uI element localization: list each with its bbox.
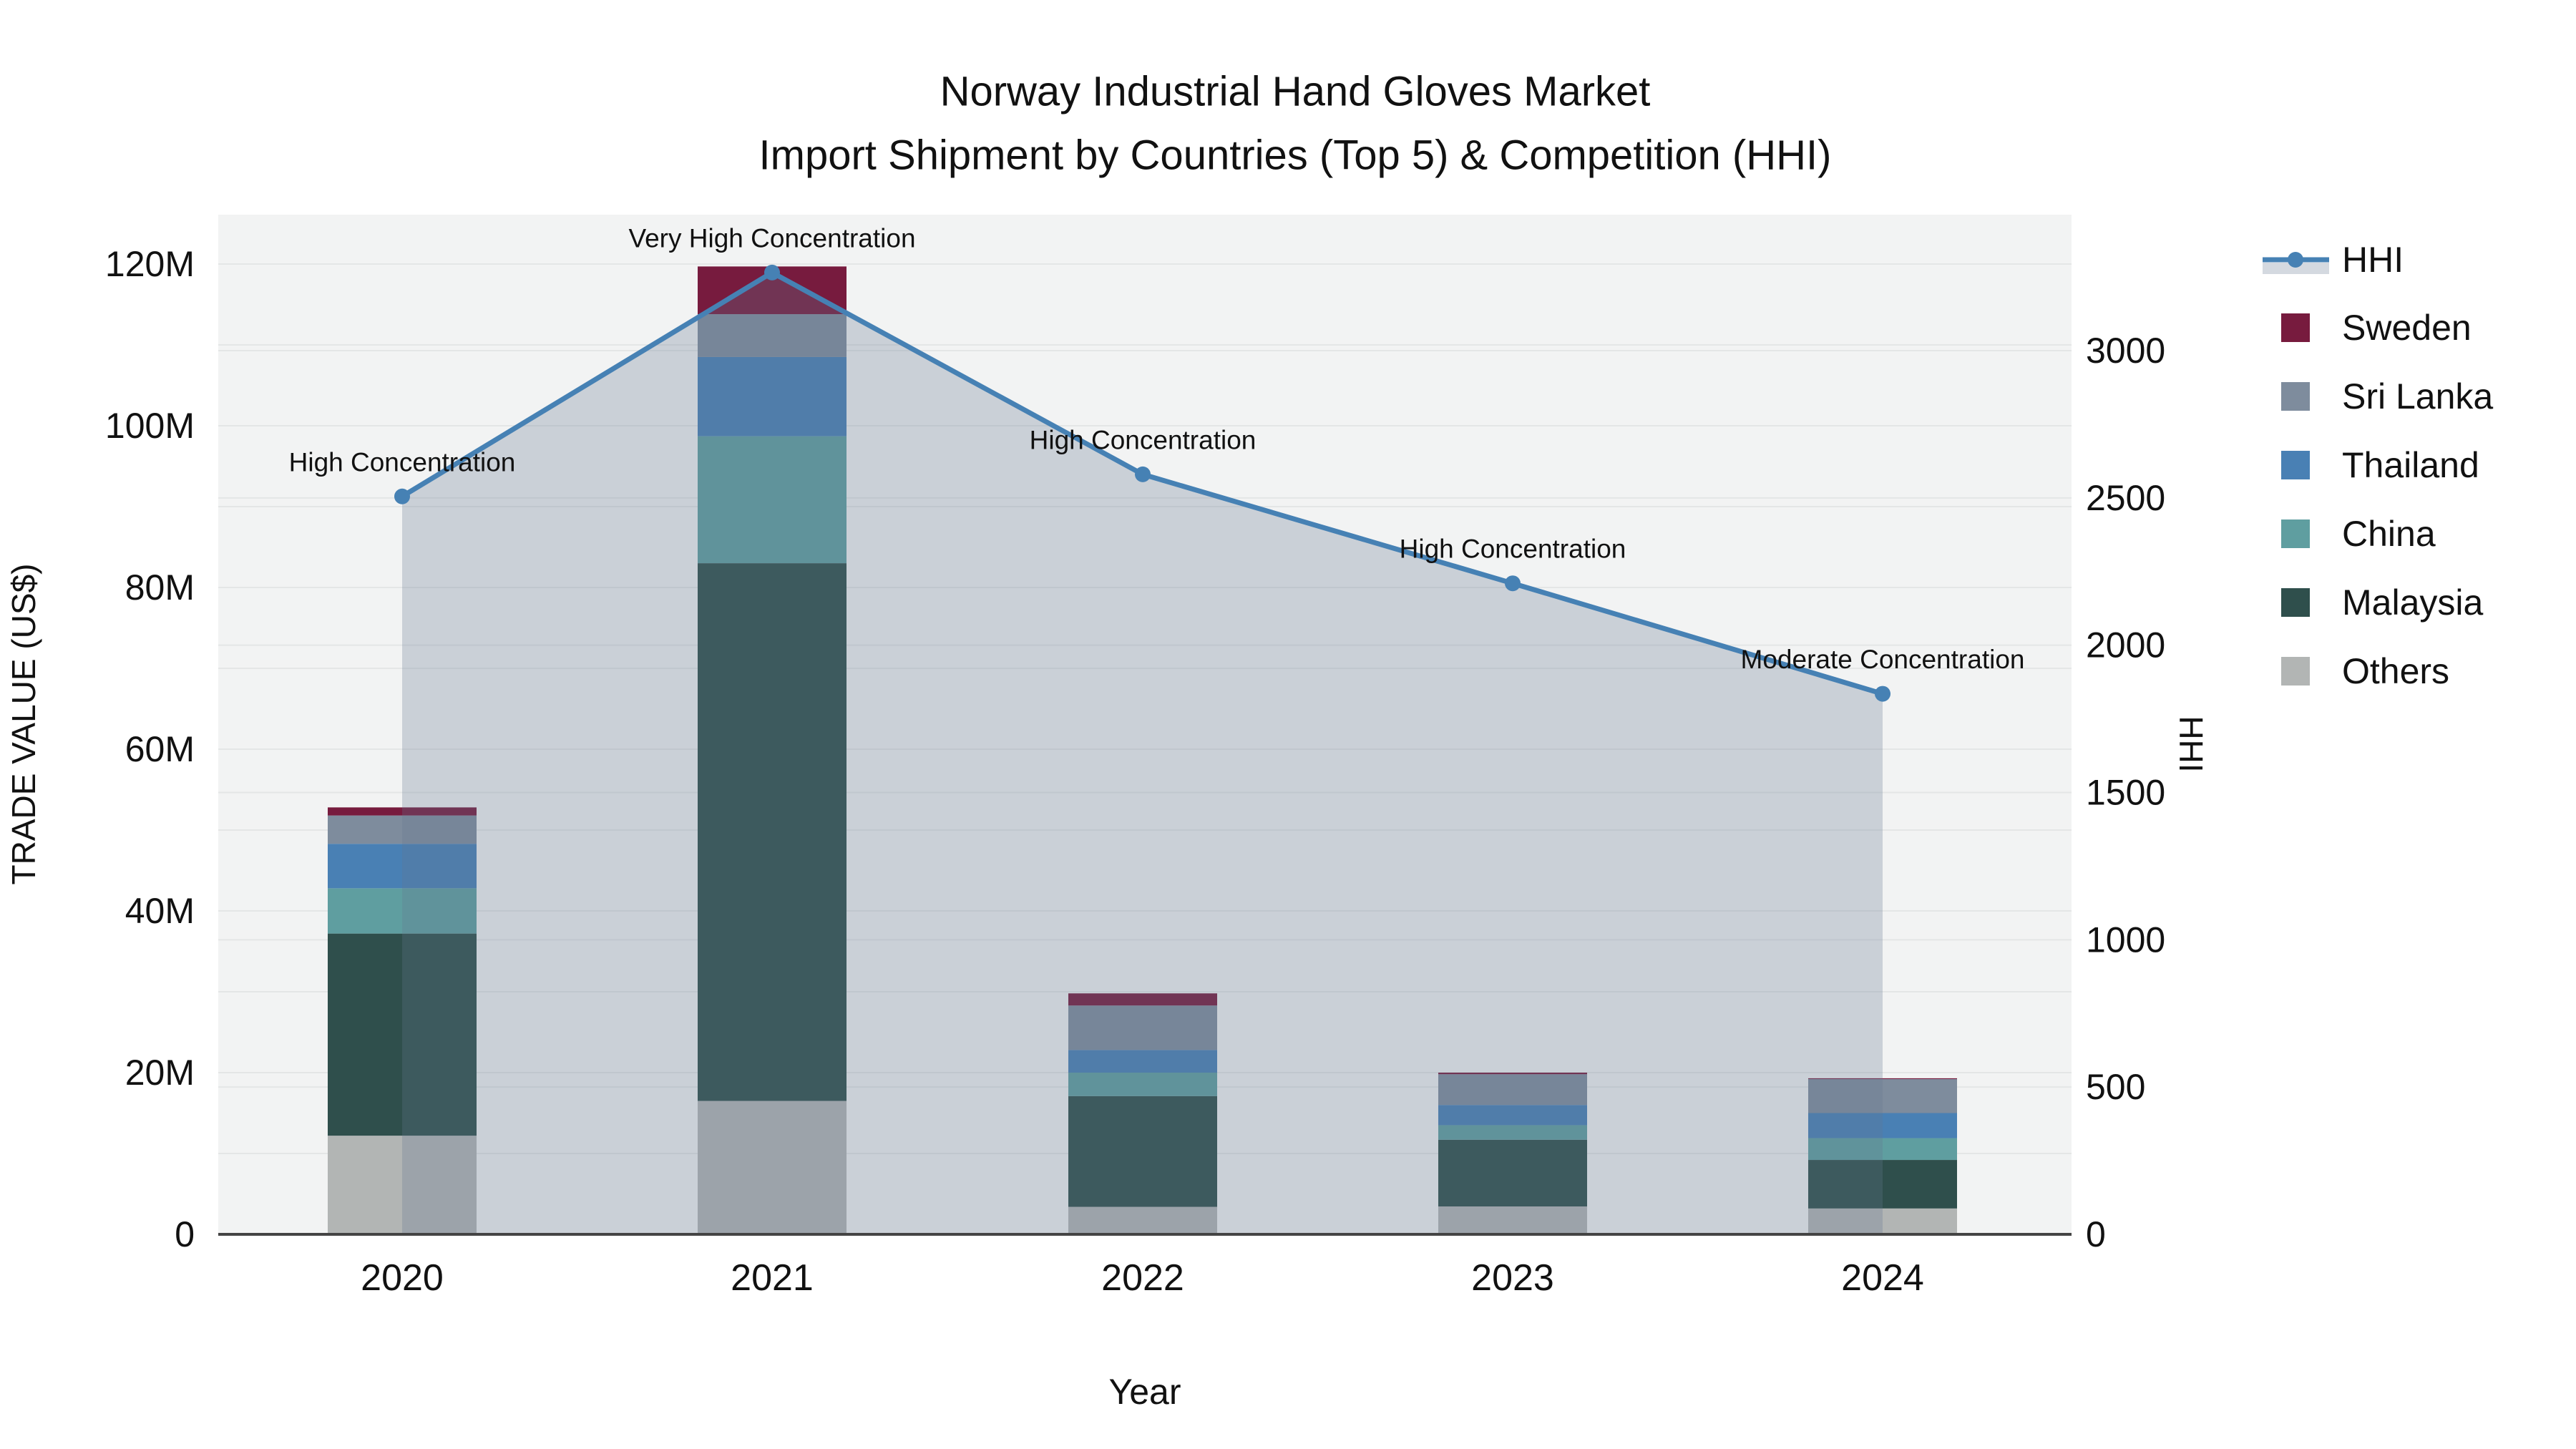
- bar-segment-sri-lanka-2022: [1068, 1005, 1217, 1050]
- x-axis-title: Year: [1108, 1372, 1181, 1412]
- annotation-2023: High Concentration: [1400, 535, 1626, 564]
- bar-segment-china-2023: [1438, 1125, 1587, 1140]
- bar-segment-china-2024: [1808, 1138, 1957, 1161]
- y-right-tick-label: 0: [2086, 1214, 2106, 1254]
- bar-segment-malaysia-2023: [1438, 1139, 1587, 1207]
- y-right-tick-label: 2500: [2086, 478, 2165, 518]
- annotations-group: High Concentration Very High Concentratio…: [289, 223, 2025, 674]
- legend-label: Thailand: [2342, 445, 2479, 485]
- legend-label: Sweden: [2342, 308, 2472, 348]
- bar-segment-thailand-2023: [1438, 1105, 1587, 1126]
- y-axis-title-left: TRADE VALUE (US$): [5, 563, 42, 884]
- y-left-tick-label: 80M: [125, 567, 195, 608]
- gridlines-group: [218, 263, 2072, 1154]
- y-right-tick-label: 500: [2086, 1067, 2145, 1107]
- x-tick-label-2022: 2022: [1101, 1257, 1184, 1299]
- hhi-marker-2024: [1875, 686, 1890, 702]
- legend: HHI Sweden Sri Lanka Thailand China Malaysia O…: [2263, 240, 2493, 691]
- bar-segment-china-2020: [328, 888, 477, 934]
- bar-segment-thailand-2024: [1808, 1113, 1957, 1138]
- legend-item-others[interactable]: Others: [2281, 651, 2449, 691]
- legend-swatch-malaysia: [2281, 588, 2310, 617]
- y-left-tick-label: 120M: [105, 244, 195, 284]
- bar-segment-thailand-2022: [1068, 1050, 1217, 1073]
- bar-segment-malaysia-2020: [328, 933, 477, 1136]
- x-tick-label-2023: 2023: [1471, 1257, 1554, 1299]
- y-left-tick-label: 60M: [125, 729, 195, 769]
- hhi-marker-2023: [1505, 575, 1521, 592]
- bar-segment-others-2024: [1808, 1208, 1957, 1234]
- y-left-tick-label: 100M: [105, 406, 195, 446]
- y-right-tick-label: 3000: [2086, 331, 2165, 371]
- bar-segment-sweden-2024: [1808, 1078, 1957, 1080]
- legend-item-thailand[interactable]: Thailand: [2281, 445, 2479, 485]
- x-tick-label-2020: 2020: [361, 1257, 444, 1299]
- y-right-tick-label: 1500: [2086, 772, 2165, 812]
- bar-segment-thailand-2021: [698, 356, 847, 436]
- bar-segment-others-2021: [698, 1101, 847, 1234]
- legend-label: Sri Lanka: [2342, 376, 2493, 416]
- y-left-tick-label: 40M: [125, 891, 195, 931]
- bar-segment-sri-lanka-2023: [1438, 1074, 1587, 1106]
- y-right-tick-label: 2000: [2086, 625, 2165, 665]
- bar-segment-china-2021: [698, 436, 847, 564]
- stacked-bars-group: [328, 266, 1957, 1234]
- bar-segment-others-2020: [328, 1136, 477, 1234]
- bar-segment-malaysia-2021: [698, 563, 847, 1101]
- x-tick-label-2024: 2024: [1841, 1257, 1924, 1299]
- legend-item-sweden[interactable]: Sweden: [2281, 308, 2472, 348]
- legend-swatch-sri-lanka: [2281, 382, 2310, 411]
- annotation-2020: High Concentration: [289, 447, 516, 477]
- y-left-tick-label: 20M: [125, 1053, 195, 1093]
- legend-hhi-marker-sample: [2288, 252, 2303, 268]
- bar-segment-sweden-2023: [1438, 1073, 1587, 1075]
- bar-segment-others-2022: [1068, 1206, 1217, 1234]
- legend-label: HHI: [2342, 240, 2404, 280]
- tick-labels-group: 0 20M 40M 60M 80M 100M 120M 0 500 1000 1500 2000 250…: [105, 244, 2165, 1299]
- legend-swatch-others: [2281, 657, 2310, 686]
- legend-label: Others: [2342, 651, 2449, 691]
- annotation-2021: Very High Concentration: [628, 223, 915, 253]
- legend-item-china[interactable]: China: [2281, 514, 2436, 554]
- y-axis-title-right: HHI: [2172, 716, 2210, 772]
- chart-subtitle: Import Shipment by Countries (Top 5) & C…: [759, 132, 1832, 179]
- bar-segment-malaysia-2022: [1068, 1096, 1217, 1207]
- bar-segment-china-2022: [1068, 1073, 1217, 1096]
- bar-segment-sweden-2020: [328, 807, 477, 816]
- legend-swatch-thailand: [2281, 451, 2310, 479]
- hhi-marker-2020: [394, 488, 410, 504]
- bar-segment-malaysia-2024: [1808, 1160, 1957, 1209]
- annotation-2024: Moderate Concentration: [1741, 645, 2025, 674]
- hhi-area-fill: [402, 272, 1883, 1234]
- bar-segment-sri-lanka-2021: [698, 314, 847, 357]
- bar-segment-sri-lanka-2020: [328, 815, 477, 844]
- bar-segment-sweden-2022: [1068, 993, 1217, 1006]
- bar-segment-thailand-2020: [328, 844, 477, 889]
- y-right-tick-label: 1000: [2086, 919, 2165, 960]
- hhi-marker-2021: [764, 264, 780, 280]
- bar-segment-sri-lanka-2024: [1808, 1079, 1957, 1113]
- legend-item-malaysia[interactable]: Malaysia: [2281, 582, 2483, 623]
- legend-swatch-china: [2281, 519, 2310, 548]
- legend-hhi-area-sample: [2263, 263, 2329, 274]
- legend-label: Malaysia: [2342, 582, 2483, 623]
- y-left-tick-label: 0: [175, 1214, 195, 1254]
- legend-item-hhi[interactable]: HHI: [2263, 240, 2404, 280]
- bar-segment-others-2023: [1438, 1206, 1587, 1234]
- legend-swatch-sweden: [2281, 313, 2310, 342]
- hhi-line-group: [394, 264, 1890, 1234]
- legend-item-sri-lanka[interactable]: Sri Lanka: [2281, 376, 2493, 416]
- x-tick-label-2021: 2021: [731, 1257, 814, 1299]
- annotation-2022: High Concentration: [1030, 425, 1257, 454]
- chart-title: Norway Industrial Hand Gloves Market: [940, 69, 1651, 115]
- legend-label: China: [2342, 514, 2436, 554]
- hhi-marker-2022: [1135, 466, 1151, 482]
